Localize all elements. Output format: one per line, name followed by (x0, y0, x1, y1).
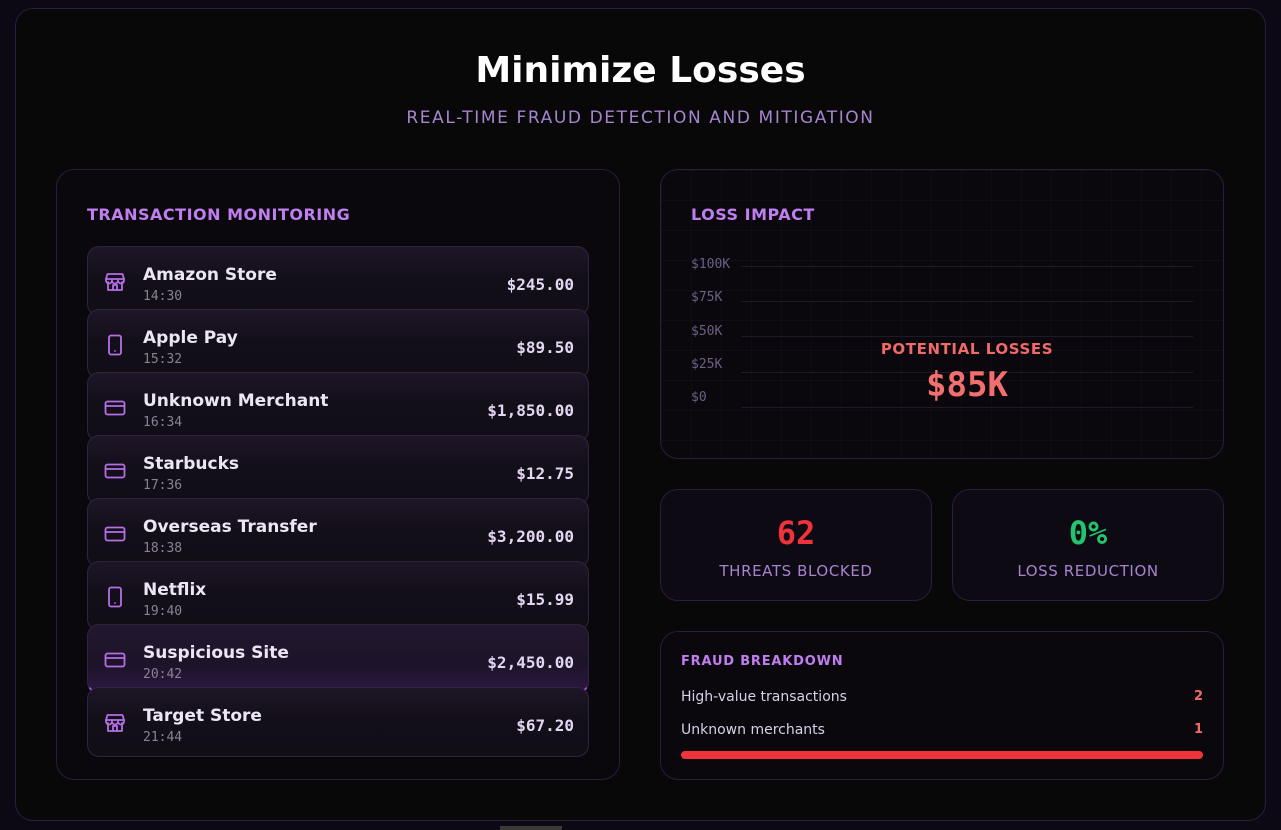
gridline (741, 301, 1193, 302)
transaction-row[interactable]: Unknown Merchant 16:34 $1,850.00 (87, 372, 589, 442)
y-tick-label: $50K (691, 324, 723, 339)
y-tick-label: $0 (691, 390, 707, 405)
transaction-time: 21:44 (143, 730, 183, 745)
transaction-amount: $15.99 (516, 590, 574, 609)
store-icon (102, 269, 128, 295)
transaction-row[interactable]: Starbucks 17:36 $12.75 (87, 435, 589, 505)
breakdown-row-count: 2 (1193, 689, 1203, 704)
loss-impact-panel: LOSS IMPACT $100K $75K $50K $25K $0 POTE… (660, 169, 1224, 459)
transaction-name: Amazon Store (143, 265, 277, 285)
transaction-amount: $89.50 (516, 338, 574, 357)
credit-card-icon (102, 458, 128, 484)
transaction-time: 18:38 (143, 541, 183, 556)
fraud-breakdown-panel: FRAUD BREAKDOWN High-value transactions … (660, 631, 1224, 780)
potential-losses-value: $85K (926, 365, 1008, 405)
transaction-row[interactable]: Target Store 21:44 $67.20 (87, 687, 589, 757)
transaction-row[interactable]: Suspicious Site 20:42 $2,450.00 (87, 624, 589, 694)
phone-icon (102, 332, 128, 358)
transaction-time: 20:42 (143, 667, 183, 682)
store-icon (102, 710, 128, 736)
breakdown-row-label: High-value transactions (681, 689, 847, 705)
transaction-name: Overseas Transfer (143, 517, 317, 537)
gridline (741, 266, 1193, 267)
loss-impact-title: LOSS IMPACT (691, 205, 815, 224)
transaction-name: Netflix (143, 580, 207, 600)
transaction-row[interactable]: Netflix 19:40 $15.99 (87, 561, 589, 631)
y-tick-label: $100K (691, 257, 731, 272)
credit-card-icon (102, 521, 128, 547)
potential-losses-label: POTENTIAL LOSSES (880, 340, 1054, 358)
threats-blocked-label: THREATS BLOCKED (719, 562, 873, 580)
gridline (741, 407, 1193, 408)
transaction-time: 19:40 (143, 604, 183, 619)
threats-blocked-card: 62 THREATS BLOCKED (660, 489, 932, 601)
credit-card-icon (102, 647, 128, 673)
transaction-amount: $1,850.00 (487, 401, 574, 420)
bottom-scroll-indicator (500, 826, 562, 830)
transaction-monitoring-panel: TRANSACTION MONITORING Amazon Store 14:30… (56, 169, 620, 780)
loss-reduction-label: LOSS REDUCTION (1017, 562, 1159, 580)
page-title: Minimize Losses (475, 50, 806, 91)
phone-icon (102, 584, 128, 610)
threats-blocked-value: 62 (776, 514, 816, 552)
gridline (741, 336, 1193, 337)
gridline (741, 372, 1193, 373)
loss-reduction-value: 0% (1068, 514, 1108, 552)
transaction-amount: $3,200.00 (487, 527, 574, 546)
transaction-row[interactable]: Overseas Transfer 18:38 $3,200.00 (87, 498, 589, 568)
transaction-amount: $12.75 (516, 464, 574, 483)
credit-card-icon (102, 395, 128, 421)
transaction-row[interactable]: Amazon Store 14:30 $245.00 (87, 246, 589, 316)
y-tick-label: $25K (691, 357, 723, 372)
transaction-monitoring-title: TRANSACTION MONITORING (87, 205, 351, 224)
transaction-name: Unknown Merchant (143, 391, 329, 411)
transaction-amount: $2,450.00 (487, 653, 574, 672)
transaction-name: Suspicious Site (143, 643, 289, 663)
transaction-time: 14:30 (143, 289, 183, 304)
page-subtitle: REAL-TIME FRAUD DETECTION AND MITIGATION (406, 108, 875, 128)
transaction-name: Target Store (143, 706, 262, 726)
transaction-name: Apple Pay (143, 328, 238, 348)
transaction-name: Starbucks (143, 454, 239, 474)
transaction-time: 17:36 (143, 478, 183, 493)
y-tick-label: $75K (691, 290, 723, 305)
transaction-time: 16:34 (143, 415, 183, 430)
fraud-breakdown-title: FRAUD BREAKDOWN (681, 654, 844, 669)
loss-reduction-card: 0% LOSS REDUCTION (952, 489, 1224, 601)
transaction-amount: $245.00 (506, 275, 574, 294)
transaction-row[interactable]: Apple Pay 15:32 $89.50 (87, 309, 589, 379)
transaction-time: 15:32 (143, 352, 183, 367)
fraud-breakdown-bar (681, 751, 1203, 759)
fraud-breakdown-bar-fill (681, 751, 1203, 759)
breakdown-row-label: Unknown merchants (681, 722, 825, 738)
transaction-amount: $67.20 (516, 716, 574, 735)
breakdown-row-count: 1 (1193, 722, 1203, 737)
